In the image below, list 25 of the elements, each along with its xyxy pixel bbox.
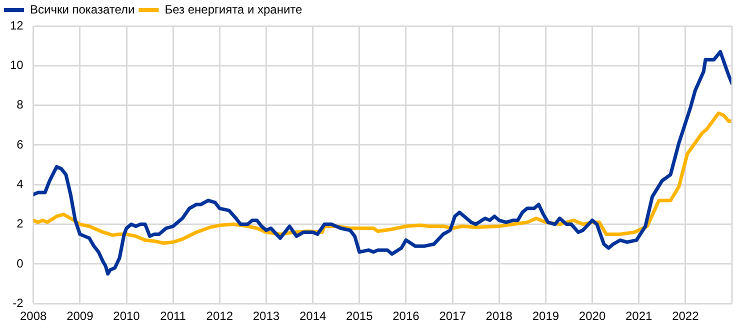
x-tick-label: 2011: [160, 309, 186, 324]
y-tick-label: 0: [16, 256, 24, 270]
x-tick-label: 2014: [299, 309, 326, 324]
x-tick-label: 2019: [532, 309, 560, 324]
x-tick-label: 2008: [20, 309, 48, 324]
y-tick-label: 6: [16, 137, 24, 152]
x-tick-label: 2018: [486, 309, 513, 324]
x-tick-label: 2009: [66, 309, 94, 324]
legend-label: Всички показатели: [30, 2, 135, 16]
x-tick-label: 2015: [346, 309, 374, 324]
x-tick-label: 2021: [625, 309, 653, 324]
x-tick-label: 2016: [392, 309, 420, 324]
y-tick-label: 10: [10, 58, 24, 72]
x-tick-label: 2022: [672, 309, 700, 324]
x-tick-label: 2012: [206, 309, 234, 324]
x-tick-label: 2013: [252, 309, 280, 324]
x-tick-label: 2020: [578, 309, 606, 324]
y-tick-label: 8: [16, 98, 24, 112]
x-tick-label: 2017: [439, 309, 466, 324]
y-tick-label: 4: [16, 176, 24, 191]
y-tick-label: 2: [16, 216, 24, 231]
y-tick-label: 12: [10, 18, 24, 32]
y-tick-label: -2: [12, 296, 24, 310]
legend-label: Без енергията и храните: [164, 2, 303, 16]
x-tick-label: 2010: [113, 309, 140, 324]
